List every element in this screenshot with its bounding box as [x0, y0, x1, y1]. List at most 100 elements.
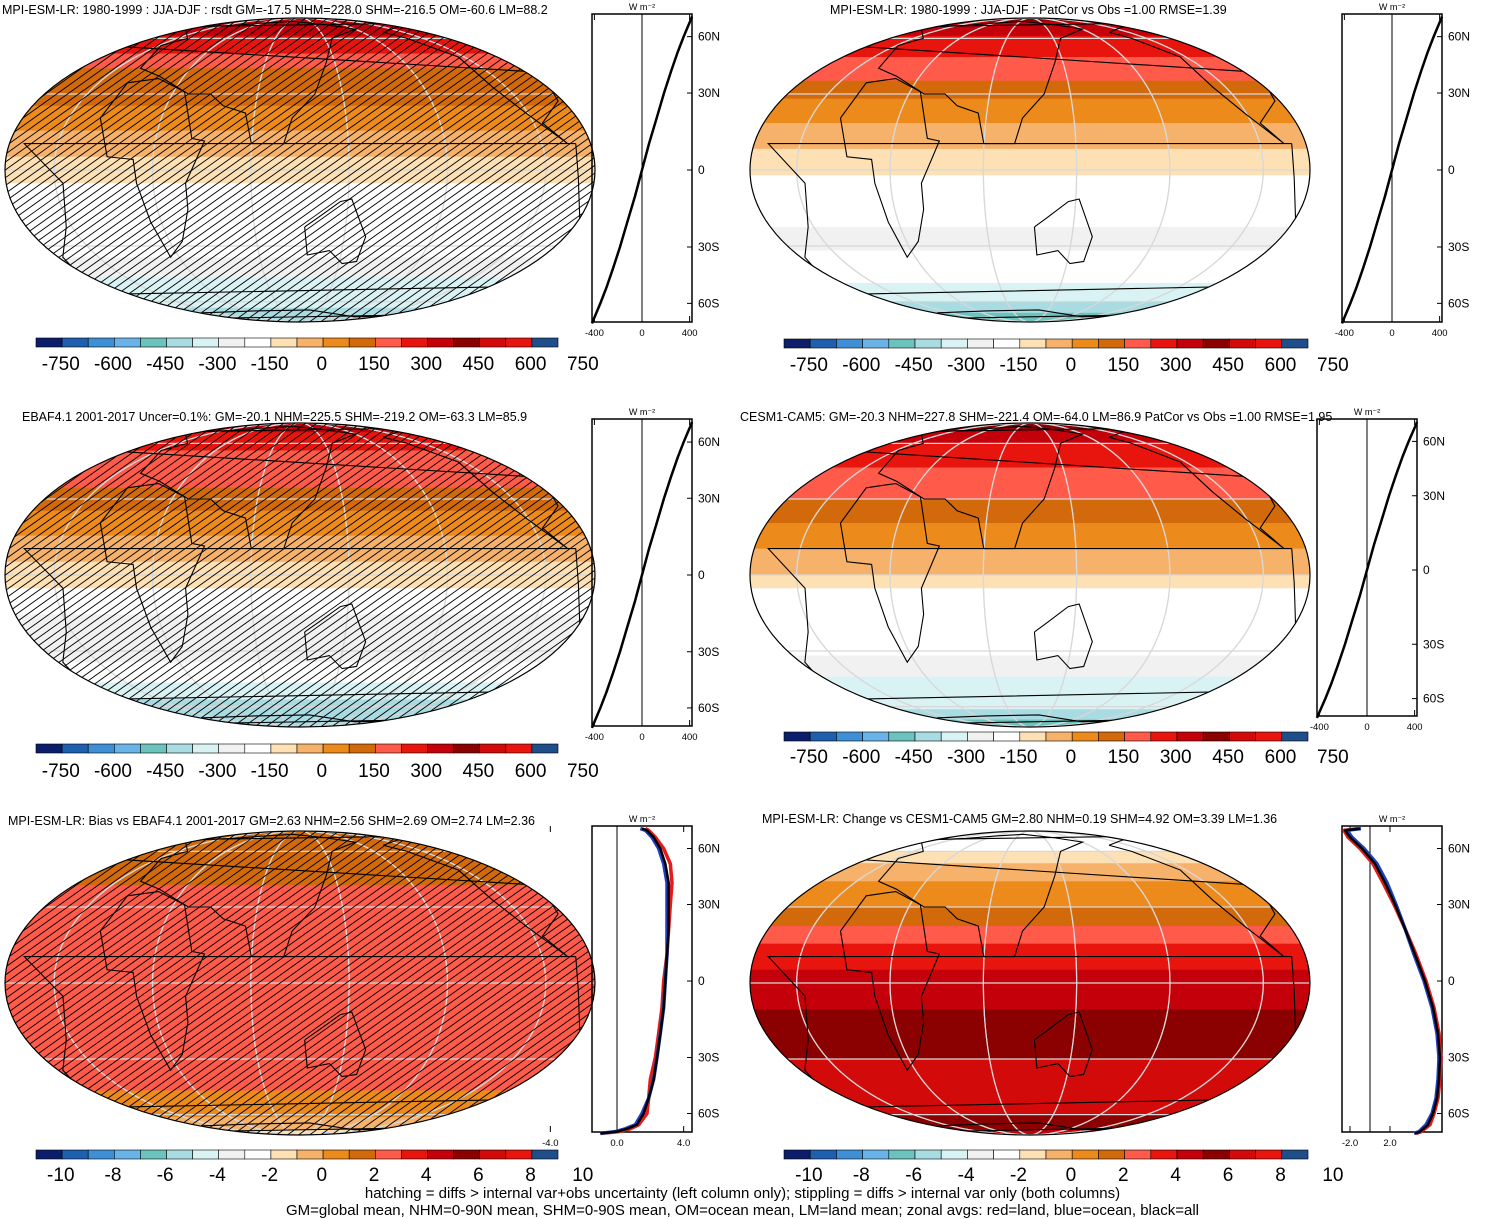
coastline — [839, 890, 941, 1072]
colorbar-swatch — [1255, 731, 1283, 742]
map-band — [750, 226, 1310, 252]
colorbar-swatch — [1176, 1149, 1204, 1160]
colorbar-swatch — [1071, 731, 1099, 742]
colorbar-swatch — [270, 743, 298, 754]
zonal-ylabel: 60S — [1448, 296, 1469, 310]
zonal-xlabel: 0 — [639, 328, 644, 339]
map-band — [5, 717, 595, 727]
colorbar-label: 300 — [1160, 747, 1192, 768]
colorbar-label: 8 — [525, 1165, 536, 1186]
hatch-line — [5, 423, 197, 727]
map-border — [749, 17, 1311, 323]
colorbar-swatch — [374, 1149, 402, 1160]
colorbar-label: 2 — [1118, 1165, 1129, 1186]
colorbar-swatch — [61, 337, 89, 348]
colorbar-label: -4 — [209, 1165, 226, 1186]
colorbar-swatch — [993, 731, 1021, 742]
graticule-lon — [250, 18, 350, 322]
colorbar-swatch — [993, 338, 1021, 349]
map-band — [750, 969, 1310, 1010]
hatch-line — [45, 423, 472, 727]
hatch-line — [5, 423, 340, 727]
zonal-ylabel: 60N — [698, 30, 720, 44]
colorbar-swatch — [374, 337, 402, 348]
hatch-line — [309, 423, 595, 727]
hatch-line — [78, 18, 505, 322]
colorbar-swatch — [35, 743, 63, 754]
colorbar-label: -2 — [261, 1165, 278, 1186]
zonal-ylabel: 30N — [1448, 898, 1470, 912]
map-band — [5, 20, 595, 26]
hatch-line — [23, 423, 450, 727]
hatch-line — [276, 423, 595, 727]
colorbar-swatch — [940, 731, 968, 742]
colorbar-4: -750 -600 -450 -300 -150 0 150 300 450 600 750 — [783, 731, 1349, 768]
hatch-line — [122, 18, 549, 322]
hatch-line — [89, 18, 516, 322]
colorbar-swatch — [401, 337, 428, 348]
colorbar-swatch — [244, 743, 272, 754]
colorbar-label: 300 — [1160, 355, 1192, 376]
hatch-line — [408, 831, 595, 1135]
hatch-line — [386, 423, 595, 727]
hatch-line — [5, 18, 340, 322]
hatch-line — [331, 423, 595, 727]
map-band — [750, 1129, 1310, 1135]
zonal-ylabel: 30N — [698, 491, 720, 505]
colorbar-swatch — [1229, 338, 1256, 349]
graticule-lon — [982, 423, 1078, 727]
colorbar-swatch — [427, 743, 454, 754]
colorbar-swatch — [270, 1149, 298, 1160]
colorbar-swatch — [479, 1149, 507, 1160]
map-band — [5, 1117, 595, 1131]
colorbar-label: 150 — [358, 354, 390, 375]
hatch-line — [364, 831, 595, 1135]
hatch-line — [276, 18, 595, 322]
hatch-line — [441, 831, 595, 1135]
hatch-line — [5, 18, 208, 322]
hatch-line — [5, 831, 175, 1135]
zonal-unit: W m⁻² — [629, 814, 655, 824]
hatch-line — [430, 423, 595, 727]
hatch-line — [5, 423, 241, 727]
map-band — [750, 548, 1310, 576]
hatch-line — [408, 18, 595, 322]
colorbar-6: -10 -8 -6 -4 -2 0 2 4 6 8 10 — [783, 1149, 1343, 1186]
colorbar-swatch — [809, 338, 837, 349]
colorbar-swatch — [296, 1149, 324, 1160]
map-band — [750, 21, 1310, 37]
zonal-line-all — [1343, 827, 1442, 1135]
graticule-lon — [889, 831, 1171, 1135]
colorbar-swatch — [296, 337, 324, 348]
zonal-plot-3: 60N 30N 0 30S 60S -400 0 400 W m⁻² — [585, 407, 720, 743]
colorbar-label: 600 — [515, 354, 547, 375]
hatch-line — [331, 831, 595, 1135]
zonal-xlabel: 400 — [1432, 328, 1448, 339]
hatch-line — [243, 423, 595, 727]
panel-6: MPI-ESM-LR: Change vs CESM1-CAM5 GM=2.80… — [749, 812, 1470, 1186]
zonal-xlabel: 0 — [639, 732, 644, 743]
hatch-line — [5, 423, 263, 727]
panel-2: MPI-ESM-LR: 1980-1999 : JJA-DJF : PatCor… — [749, 2, 1470, 376]
zonal-unit: W m⁻² — [629, 2, 655, 12]
hatch-line — [408, 423, 595, 727]
hatch-line — [309, 18, 595, 322]
hatch-line — [298, 18, 595, 322]
colorbar-label: 300 — [410, 761, 442, 782]
colorbar-swatch — [1124, 338, 1152, 349]
hatch-line — [386, 18, 595, 322]
colorbar-swatch — [348, 743, 376, 754]
graticule-lon — [796, 18, 1264, 322]
hatch-line — [397, 831, 595, 1135]
map-band — [5, 18, 595, 21]
coastline — [841, 22, 1285, 145]
graticule-lon — [982, 831, 1078, 1135]
hatch-line — [78, 831, 505, 1135]
graticule-lon — [796, 831, 1264, 1135]
hatch-line — [5, 423, 164, 727]
hatch-line — [441, 18, 595, 322]
colorbar-label: -8 — [853, 1165, 870, 1186]
zonal-frame — [1341, 825, 1443, 1133]
colorbar-swatch — [1281, 338, 1309, 349]
colorbar-swatch — [1281, 731, 1309, 742]
